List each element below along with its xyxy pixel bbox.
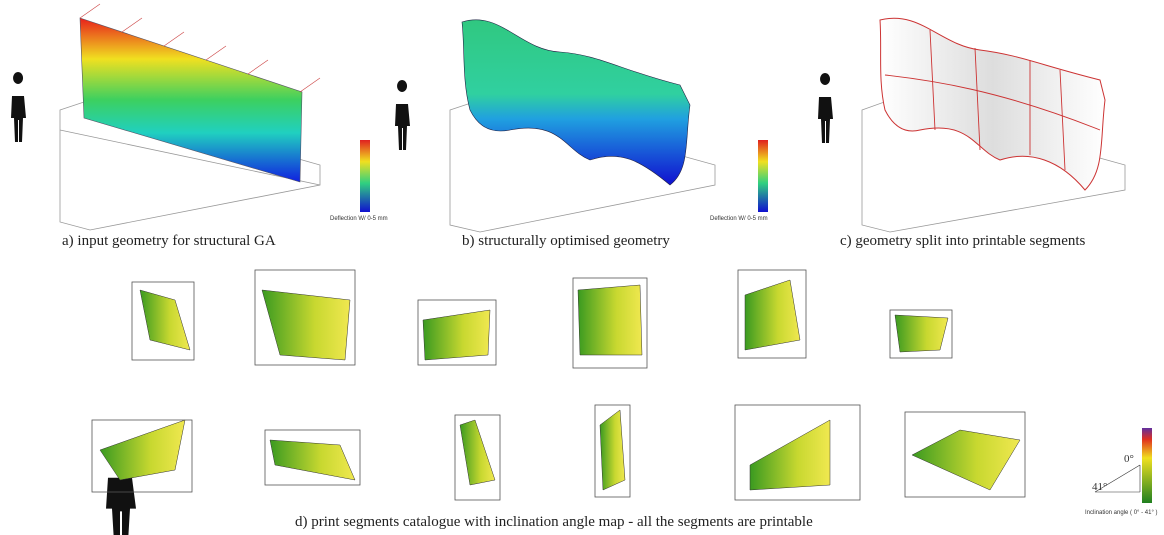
angle-label: 41° — [1092, 481, 1107, 493]
legend-label: Deflection W/ 0-5 mm — [330, 216, 388, 222]
panel-d: 0° 41° Inclination angle ( 0° - 41° ) d)… — [92, 270, 1158, 535]
caption: d) print segments catalogue with inclina… — [295, 514, 813, 530]
caption: b) structurally optimised geometry — [462, 233, 670, 249]
legend-label: Inclination angle ( 0° - 41° ) — [1085, 510, 1158, 516]
panel-c: c) geometry split into printable segment… — [818, 18, 1125, 249]
panel-a: Deflection W/ 0-5 mm a) input geometry f… — [11, 4, 388, 249]
panel-b: Deflection W/ 0-5 mm b) structurally opt… — [395, 20, 768, 249]
legend-label: Deflection W/ 0-5 mm — [710, 216, 768, 222]
angle-label: 0° — [1124, 453, 1134, 465]
figure: Deflection W/ 0-5 mm a) input geometry f… — [0, 0, 1164, 535]
caption: a) input geometry for structural GA — [62, 233, 276, 249]
caption: c) geometry split into printable segment… — [840, 233, 1086, 249]
